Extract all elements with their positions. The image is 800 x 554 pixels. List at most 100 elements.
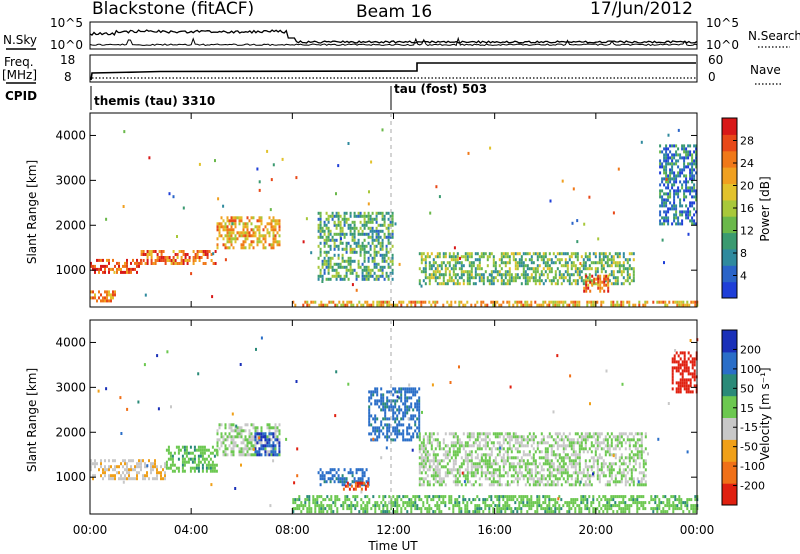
data-cell [532,435,535,439]
data-cell [416,405,419,409]
data-cell [574,282,577,286]
data-cell [422,501,425,505]
data-cell [574,267,577,271]
data-cell [574,510,577,514]
data-cell [622,432,625,436]
data-cell [444,504,447,508]
data-cell [330,495,333,499]
data-cell [438,264,441,268]
data-cell [238,231,241,235]
data-cell [458,450,461,454]
data-cell [659,195,662,199]
data-cell [691,171,694,175]
data-cell [607,280,610,284]
data-cell [560,444,563,448]
data-cell [189,466,192,470]
data-cell [626,279,629,283]
data-cell [474,504,477,508]
data-cell [689,189,692,193]
data-cell [488,282,491,286]
data-cell [586,279,589,283]
frequency-series-line [90,62,696,81]
data-cell [355,241,358,245]
data-cell [683,174,686,178]
data-cell [181,445,184,449]
data-cell [604,483,607,487]
data-cell [154,465,156,469]
data-cell [616,471,619,475]
data-cell [552,465,555,469]
data-cell [540,504,543,508]
data-cell [584,441,587,445]
data-cell [424,282,427,286]
data-cell [480,447,483,451]
data-cell [230,429,233,433]
data-cell [630,267,633,271]
data-cell [374,417,377,421]
data-cell [462,474,465,478]
data-cell [570,474,573,478]
data-cell [671,177,674,181]
data-cell [464,507,467,511]
data-cell [260,240,263,244]
data-cell [632,453,635,457]
data-cell [351,480,354,484]
data-cell [580,255,583,259]
data-cell [689,390,692,394]
data-cell [516,264,519,268]
data-cell [337,265,340,269]
data-cell [211,295,214,299]
data-cell [254,438,257,442]
data-cell [272,240,275,244]
data-cell [546,453,549,457]
data-cell [556,480,559,484]
data-cell [644,303,647,307]
data-cell [264,240,267,244]
data-cell [98,290,100,294]
data-cell [605,283,608,287]
data-cell [365,480,368,484]
data-cell [197,448,200,452]
data-cell [542,456,545,460]
data-cell [436,465,439,469]
data-cell [604,435,607,439]
data-cell [178,250,181,253]
data-cell [681,378,684,382]
data-cell [250,441,253,445]
data-cell [342,487,345,491]
data-cell [452,258,455,262]
data-cell [681,183,684,187]
noise-tick-bottom-left: 10^0 [50,38,83,52]
data-cell [106,293,108,297]
data-cell [556,444,559,448]
data-cell [460,510,463,514]
data-cell [484,453,487,457]
noise-tick-top-left: 10^5 [50,16,83,30]
data-cell [536,267,539,271]
data-cell [522,252,525,256]
data-cell [92,296,94,300]
data-cell [585,274,588,278]
data-cell [246,228,249,232]
data-cell [462,495,465,499]
data-cell [694,498,697,502]
data-cell [438,252,441,256]
data-cell [335,244,338,248]
data-cell [323,229,326,233]
data-cell [536,441,539,445]
data-cell [596,498,599,502]
data-cell [452,432,455,436]
data-cell [222,435,225,439]
data-cell [516,477,519,481]
data-cell [486,471,489,475]
data-cell [404,396,407,400]
data-cell [434,468,437,472]
data-cell [675,162,678,166]
data-cell [258,432,261,436]
data-cell [191,451,194,455]
data-cell [510,435,513,439]
data-cell [422,270,425,274]
data-cell [296,504,299,508]
data-cell [438,495,441,499]
data-cell [199,451,202,455]
